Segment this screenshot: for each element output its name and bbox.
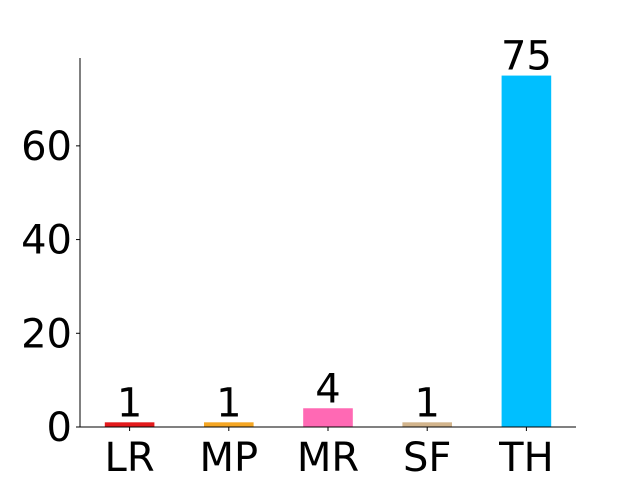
data-labels-layer: 1 1 4 1 75 [117, 34, 552, 427]
y-tick-label-0: 0 [47, 405, 72, 451]
bar-mr [303, 408, 353, 427]
x-tick-label-sf: SF [403, 435, 451, 480]
bar-sf [402, 422, 452, 427]
data-label-sf: 1 [414, 380, 439, 426]
data-label-mp: 1 [216, 380, 241, 426]
x-tick-label-lr: LR [105, 435, 155, 480]
y-tick-label-20: 20 [21, 311, 72, 357]
x-ticks-layer: LR MP MR SF TH [105, 427, 554, 481]
y-ticks-layer: 0 20 40 60 [21, 124, 80, 451]
bar-lr [104, 422, 155, 427]
y-tick-label-40: 40 [21, 218, 72, 264]
bars-layer [104, 75, 552, 428]
x-tick-label-mr: MR [297, 435, 359, 480]
bar-mp [204, 422, 254, 427]
data-label-th: 75 [501, 34, 552, 80]
data-label-lr: 1 [117, 380, 142, 426]
data-label-mr: 4 [315, 366, 340, 412]
x-tick-label-mp: MP [199, 435, 258, 480]
x-tick-label-th: TH [498, 435, 554, 480]
y-tick-label-60: 60 [21, 124, 72, 170]
bar-th [501, 75, 552, 428]
